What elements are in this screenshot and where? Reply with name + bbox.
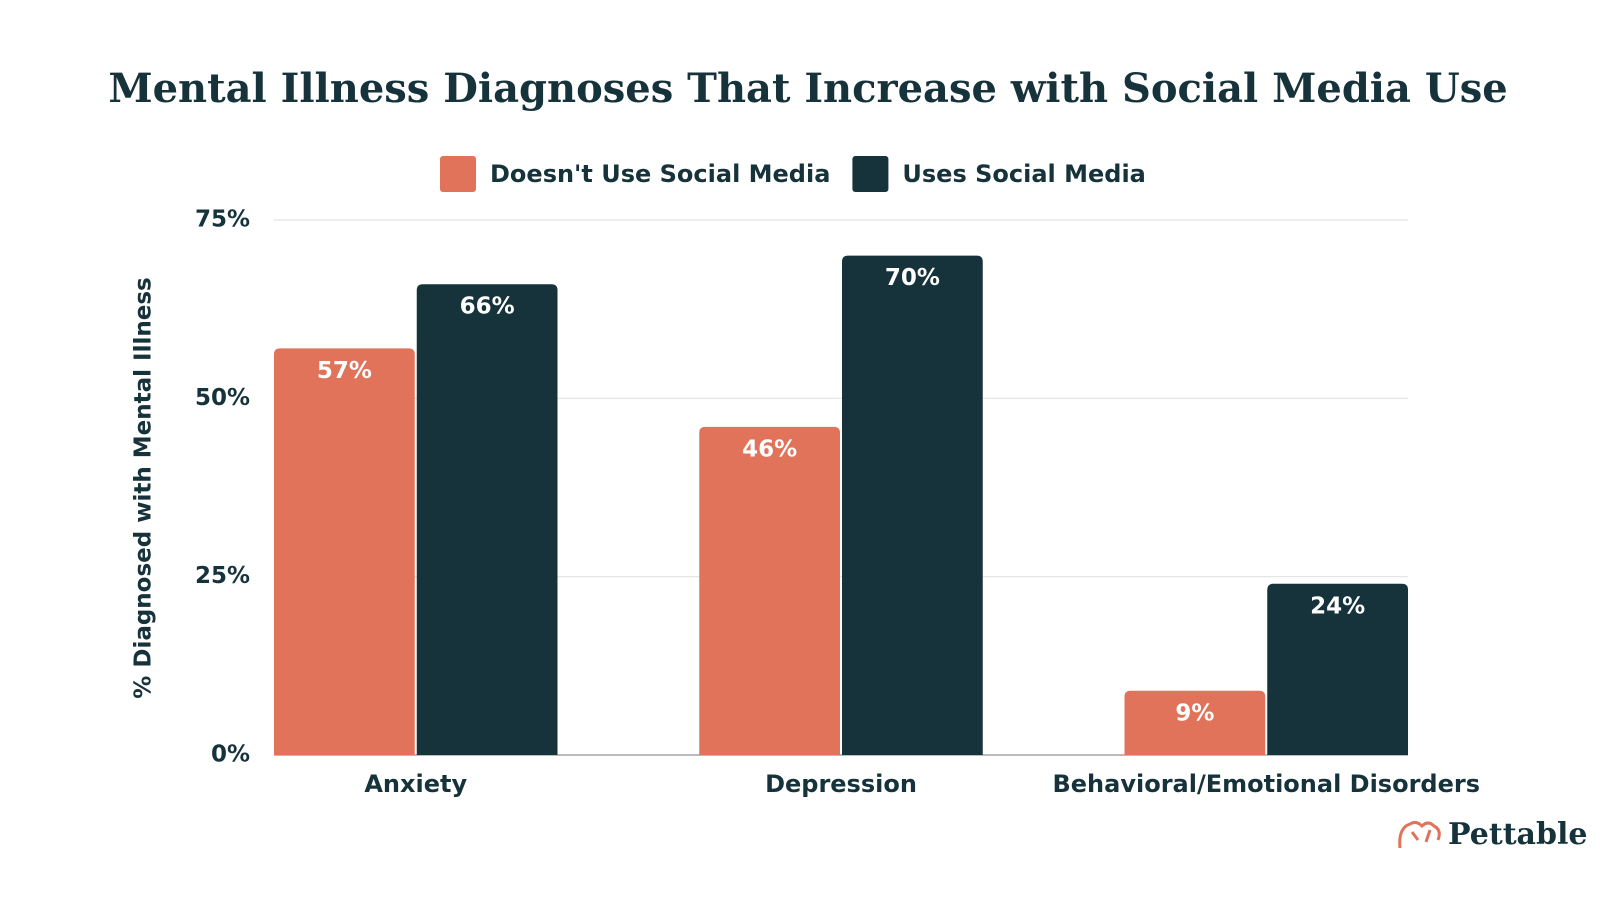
bar — [274, 348, 415, 755]
value-label: 9% — [1175, 700, 1214, 726]
x-tick-label: Depression — [765, 770, 917, 798]
x-tick-label: Anxiety — [364, 770, 467, 798]
value-label: 70% — [885, 265, 940, 291]
legend-swatch — [852, 156, 889, 192]
bar — [416, 284, 558, 755]
legend-item: Uses Social Media — [852, 156, 1146, 192]
value-label: 66% — [460, 294, 515, 320]
y-tick-label: 0% — [211, 742, 250, 768]
chart-title: Mental Illness Diagnoses That Increase w… — [108, 65, 1507, 112]
value-label: 24% — [1310, 593, 1365, 619]
y-axis-label: % Diagnosed with Mental Illness — [131, 277, 157, 698]
bar — [1267, 583, 1408, 755]
legend-label: Uses Social Media — [902, 160, 1145, 188]
x-tick-label: Behavioral/Emotional Disorders — [1052, 770, 1480, 798]
value-label: 57% — [317, 358, 372, 384]
brand-logo: Pettable — [1398, 817, 1587, 852]
legend-swatch — [440, 156, 476, 192]
legend-label: Doesn't Use Social Media — [490, 160, 830, 188]
bar — [1124, 690, 1266, 755]
value-label: 46% — [742, 436, 797, 462]
y-tick-label: 25% — [195, 563, 250, 589]
y-tick-label: 75% — [195, 207, 250, 233]
brand-name: Pettable — [1448, 817, 1587, 852]
brand-icon — [1398, 820, 1441, 849]
bar — [699, 426, 840, 755]
y-tick-label: 50% — [195, 385, 250, 411]
bar — [842, 255, 983, 755]
legend-item: Doesn't Use Social Media — [440, 156, 830, 192]
